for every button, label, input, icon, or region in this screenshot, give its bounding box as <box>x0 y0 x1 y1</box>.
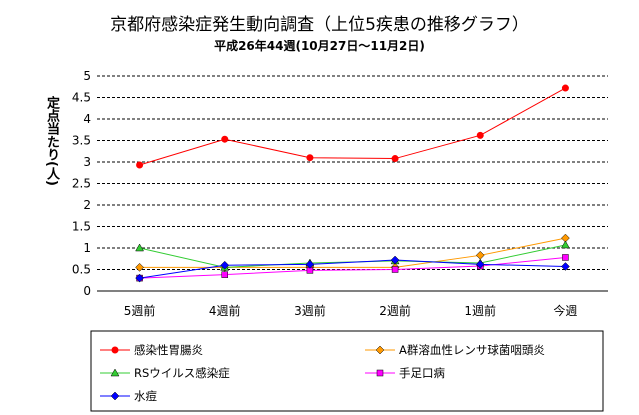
data-point <box>221 271 228 278</box>
y-tick-label: 5 <box>83 69 91 83</box>
x-tick-label: 3週前 <box>294 303 326 318</box>
data-point <box>306 154 314 162</box>
data-point <box>561 262 570 271</box>
legend-marker <box>110 391 120 401</box>
series-lines <box>135 84 570 283</box>
x-tick-label: 5週前 <box>124 303 156 318</box>
data-point <box>220 260 230 270</box>
data-point <box>391 266 399 273</box>
y-tick-label: 2 <box>83 198 91 212</box>
y-tick-label: 4 <box>83 112 91 126</box>
series-line <box>139 259 566 279</box>
data-point <box>562 254 569 261</box>
data-point <box>391 155 399 163</box>
legend-marker <box>376 369 384 377</box>
grid-lines <box>97 75 608 292</box>
chart-subtitle: 平成26年44週(10月27日～11月2日) <box>214 39 425 53</box>
y-tick-labels: 0 0.5 1 1.5 2 2.5 3 3.5 4 4.5 5 <box>72 69 91 298</box>
y-tick-label: 2.5 <box>72 177 91 191</box>
data-point <box>135 273 144 283</box>
y-axis-label: 定点当たり(人) <box>44 96 59 186</box>
data-point <box>136 161 144 169</box>
data-point <box>135 262 144 272</box>
x-tick-labels: 5週前 4週前 3週前 2週前 1週前 今週 <box>124 303 578 318</box>
x-tick-label: 4週前 <box>209 303 241 318</box>
legend-box <box>90 330 604 412</box>
y-tick-label: 0 <box>83 284 91 298</box>
legend-marker <box>111 346 119 354</box>
legend-marker <box>110 368 120 377</box>
data-point <box>560 240 570 249</box>
y-tick-label: 3.5 <box>72 134 91 148</box>
x-tick-label: 2週前 <box>379 303 411 318</box>
y-tick-label: 1 <box>83 241 91 255</box>
legend-label: A群溶血性レンサ球菌咽頭炎 <box>399 343 545 357</box>
y-tick-label: 4.5 <box>72 91 91 105</box>
x-tick-label: 1週前 <box>464 303 496 318</box>
data-point <box>475 250 485 260</box>
data-point <box>305 259 315 269</box>
y-tick-label: 3 <box>83 155 91 169</box>
data-point <box>135 243 145 252</box>
legend-label: RSウイルス感染症 <box>134 366 230 380</box>
y-tick-label: 1.5 <box>72 220 91 234</box>
data-point <box>476 131 484 139</box>
data-point <box>390 255 400 265</box>
chart-title: 京都府感染症発生動向調査（上位5疾患の推移グラフ） <box>110 15 529 35</box>
y-tick-label: 0.5 <box>72 263 91 277</box>
series-line <box>139 87 566 166</box>
legend-label: 手足口病 <box>399 366 445 380</box>
legend-label: 感染性胃腸炎 <box>134 343 203 357</box>
data-point <box>561 84 569 92</box>
x-tick-label: 今週 <box>553 303 577 318</box>
legend-label: 水痘 <box>134 389 157 403</box>
data-point <box>475 259 485 269</box>
data-point <box>221 135 229 143</box>
legend-marker <box>375 345 385 355</box>
